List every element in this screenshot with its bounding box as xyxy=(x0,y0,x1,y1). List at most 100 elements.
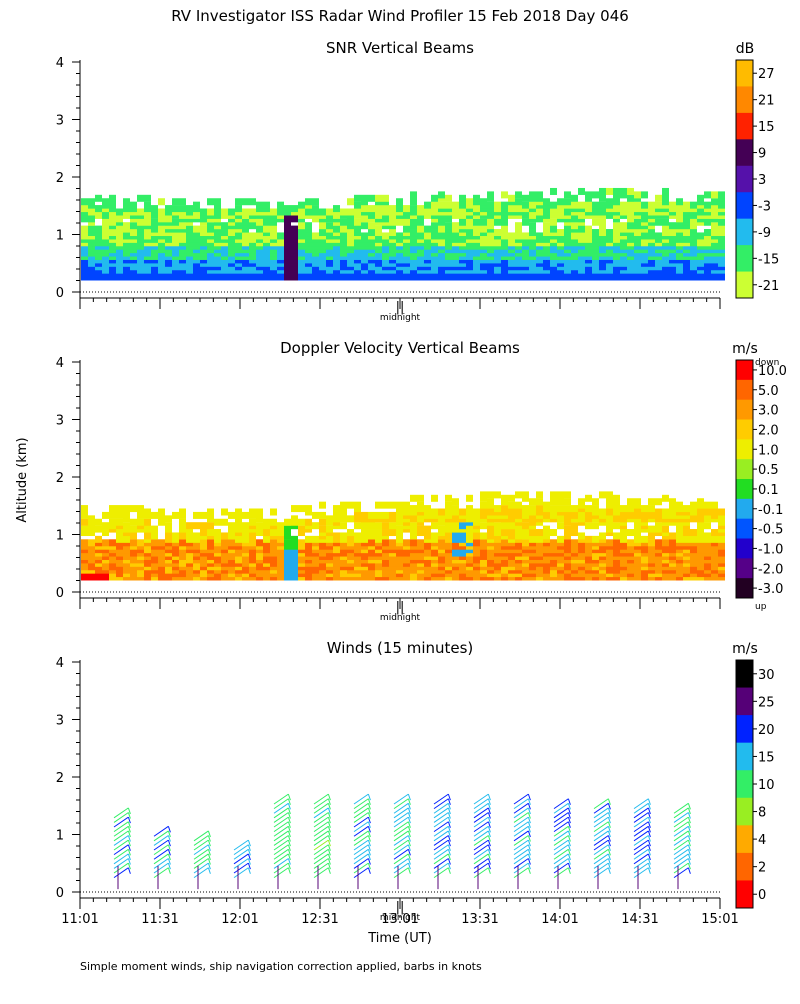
doppler-plot-area: 0 1 2 3 4 ||midnight xyxy=(56,356,725,623)
wind-barb-flag xyxy=(527,826,531,833)
heatmap-cell xyxy=(235,508,242,516)
wind-barb-staff xyxy=(633,862,649,874)
heatmap-cell xyxy=(438,525,445,533)
wind-barb-flag xyxy=(447,858,451,865)
wind-barb-flag xyxy=(487,835,491,842)
doppler-colorbar-down-label: down xyxy=(755,358,779,368)
heatmap-cell xyxy=(466,505,473,513)
wind-barb-flag xyxy=(367,862,371,870)
wind-barb-staff xyxy=(593,839,609,851)
wind-barb-staff xyxy=(433,830,449,842)
heatmap-cell xyxy=(340,208,347,216)
heatmap-cell xyxy=(137,208,144,216)
heatmap-cell xyxy=(382,501,389,509)
heatmap-cell xyxy=(88,539,95,547)
wind-barb-flag xyxy=(487,844,491,851)
wind-barb-staff xyxy=(193,867,209,879)
heatmap-cell xyxy=(564,539,571,547)
heatmap-cell xyxy=(536,498,543,506)
wind-barb-staff xyxy=(353,862,369,874)
wind-barb-flag xyxy=(447,839,451,847)
wind-barb-flag xyxy=(487,839,491,847)
wind-barb-staff xyxy=(153,830,169,842)
wind-barb-flag xyxy=(687,803,691,810)
wind-barb-flag xyxy=(567,862,571,870)
heatmap-cell xyxy=(242,218,249,226)
heatmap-cell xyxy=(690,201,697,209)
heatmap-cell xyxy=(333,515,340,523)
y-tick-label: 2 xyxy=(56,471,64,486)
wind-barb-flag xyxy=(527,793,531,801)
heatmap-cell xyxy=(550,491,557,499)
heatmap-cell xyxy=(284,532,291,540)
wind-barb-staff xyxy=(553,812,569,823)
heatmap-cell xyxy=(410,539,417,547)
colorbar-label: 25 xyxy=(758,695,775,710)
wind-barb-staff xyxy=(473,862,489,874)
heatmap-cell xyxy=(200,539,207,547)
heatmap-cell xyxy=(221,229,228,237)
heatmap-cell xyxy=(361,222,368,230)
heatmap-cell xyxy=(151,525,158,533)
wind-barb-flag xyxy=(527,803,531,810)
heatmap-cell xyxy=(291,535,298,543)
wind-barb-staff xyxy=(113,862,129,874)
heatmap-cell xyxy=(606,229,613,237)
heatmap-cell xyxy=(207,522,214,530)
wind-barb-flag xyxy=(327,835,331,842)
wind-barb-staff xyxy=(353,844,369,856)
heatmap-cell xyxy=(620,222,627,230)
heatmap-cell xyxy=(438,508,445,516)
colorbar-label: 15 xyxy=(758,750,775,765)
heatmap-cell xyxy=(501,505,508,513)
heatmap-cell xyxy=(389,522,396,530)
wind-barb-staff xyxy=(673,853,689,865)
heatmap-cell xyxy=(340,225,347,233)
heatmap-cell xyxy=(81,225,88,233)
wind-barb-staff xyxy=(393,793,409,805)
heatmap-cell xyxy=(592,505,599,513)
wind-barb-flag xyxy=(567,807,571,815)
heatmap-cell xyxy=(452,505,459,513)
colorbar-label: 0.1 xyxy=(758,483,779,498)
wind-barb-flag xyxy=(287,798,291,805)
y-tick-label: 1 xyxy=(56,529,64,544)
heatmap-cell xyxy=(697,532,704,540)
colorbar-cell xyxy=(736,139,753,167)
heatmap-cell xyxy=(207,529,214,537)
wind-barb-flag xyxy=(167,853,171,861)
wind-barb-staff xyxy=(113,825,129,837)
heatmap-cell xyxy=(410,229,417,237)
wind-barb-staff xyxy=(233,839,249,851)
wind-barb-staff xyxy=(153,835,169,846)
wind-barb-staff xyxy=(673,821,689,833)
heatmap-cell xyxy=(368,539,375,547)
wind-barb-flag xyxy=(127,849,131,856)
heatmap-cell xyxy=(249,198,256,206)
wind-barb-staff xyxy=(193,835,209,846)
wind-barb-flag xyxy=(487,812,491,819)
wind-barb-staff xyxy=(393,798,409,810)
wind-barb-staff xyxy=(433,858,449,869)
heatmap-cell xyxy=(599,491,606,499)
wind-barb-staff xyxy=(393,862,409,874)
wind-barb-flag xyxy=(447,798,451,805)
wind-barb-flag xyxy=(287,867,291,874)
heatmap-cell xyxy=(487,218,494,226)
heatmap-cell xyxy=(333,205,340,213)
heatmap-cell xyxy=(606,508,613,516)
wind-barb-staff xyxy=(353,798,369,810)
heatmap-cell xyxy=(291,205,298,213)
wind-barb-staff xyxy=(673,802,689,814)
wind-barb-staff xyxy=(313,830,329,842)
wind-barb-staff xyxy=(273,825,289,837)
wind-barb-flag xyxy=(607,844,611,851)
heatmap-cell xyxy=(662,225,669,233)
heatmap-cell xyxy=(130,201,137,209)
wind-barb-staff xyxy=(553,853,569,865)
heatmap-cell xyxy=(354,522,361,530)
wind-barb-flag xyxy=(167,849,171,856)
wind-barb-flag xyxy=(327,867,331,874)
heatmap-cell xyxy=(557,505,564,513)
heatmap-cell xyxy=(284,525,291,533)
